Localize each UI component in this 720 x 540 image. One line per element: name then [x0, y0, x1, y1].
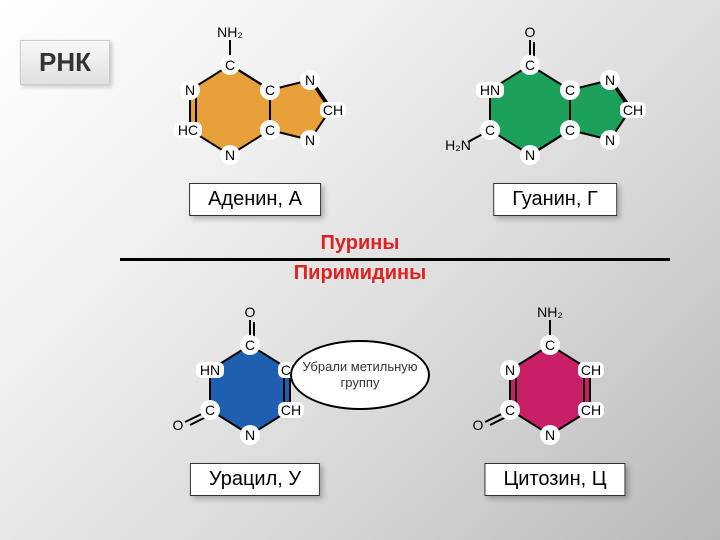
svg-text:N: N [185, 82, 195, 98]
svg-text:CH: CH [581, 362, 601, 378]
svg-text:C: C [565, 82, 575, 98]
adenine-label: Аденин, А [189, 183, 321, 216]
svg-text:CH: CH [623, 102, 643, 118]
svg-text:N: N [505, 362, 515, 378]
svg-text:C: C [265, 82, 275, 98]
svg-text:C: C [565, 122, 575, 138]
svg-text:O: O [245, 304, 256, 320]
molecule-adenine: N C C C N HC N CH N NH₂ Аденин, А [130, 10, 380, 210]
svg-text:CH: CH [581, 402, 601, 418]
svg-text:CH: CH [323, 102, 343, 118]
guanine-label: Гуанин, Г [493, 183, 617, 216]
svg-text:N: N [225, 147, 235, 163]
svg-text:N: N [305, 132, 315, 148]
svg-text:N: N [305, 72, 315, 88]
svg-text:O: O [473, 417, 484, 433]
category-pyrimidines: Пиримидины [0, 262, 720, 285]
svg-text:HN: HN [480, 82, 500, 98]
svg-text:C: C [225, 57, 235, 73]
svg-text:C: C [485, 122, 495, 138]
svg-text:CH: CH [281, 402, 301, 418]
svg-text:O: O [525, 24, 536, 40]
svg-text:C: C [265, 122, 275, 138]
svg-text:N: N [605, 132, 615, 148]
note-ellipse: Убрали метильную группу [290, 340, 430, 410]
cytosine-label: Цитозин, Ц [484, 463, 625, 496]
svg-text:C: C [245, 337, 255, 353]
svg-text:N: N [545, 427, 555, 443]
svg-text:NH₂: NH₂ [537, 304, 563, 320]
svg-text:O: O [173, 417, 184, 433]
svg-text:N: N [245, 427, 255, 443]
svg-text:N: N [525, 147, 535, 163]
divider-line [120, 258, 670, 261]
svg-text:C: C [545, 337, 555, 353]
svg-text:HC: HC [178, 122, 198, 138]
molecule-guanine: HN C C C N C N CH N O H₂N Гуанин, Г [430, 10, 680, 210]
svg-text:N: N [605, 72, 615, 88]
uracil-label: Урацил, У [190, 463, 320, 496]
svg-text:C: C [525, 57, 535, 73]
adenine-top-group: NH₂ [217, 24, 243, 40]
svg-text:H₂N: H₂N [445, 137, 471, 153]
svg-text:C: C [205, 402, 215, 418]
category-purines: Пурины [0, 232, 720, 255]
svg-text:HN: HN [200, 362, 220, 378]
molecule-cytosine: N C CH CH N C NH₂ O Цитозин, Ц [430, 290, 680, 490]
svg-text:C: C [505, 402, 515, 418]
page-title: РНК [20, 40, 110, 85]
